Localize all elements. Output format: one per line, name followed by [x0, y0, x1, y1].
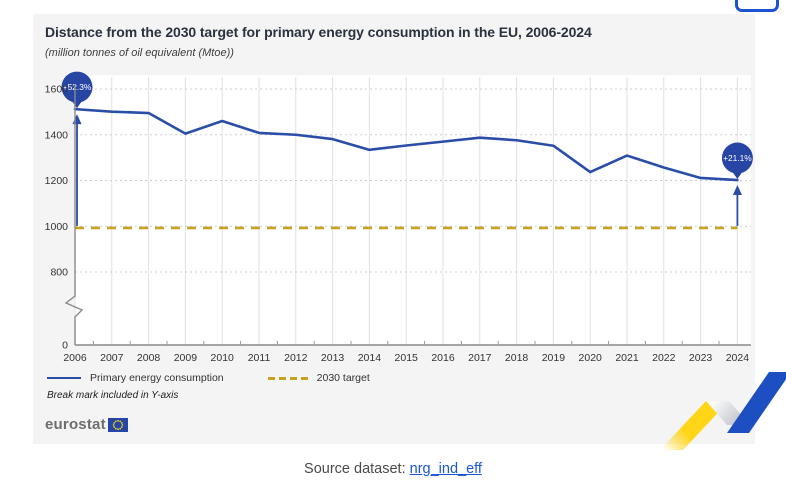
x-tick-label: 2012 [284, 352, 308, 364]
x-tick-label: 2014 [358, 352, 382, 364]
annotation-label: +52.3% [63, 82, 92, 92]
x-tick-label: 2008 [137, 352, 161, 364]
y-tick-label: 1200 [45, 175, 69, 187]
annotation-badge [61, 71, 93, 103]
ribbon-yellow-stripe [660, 401, 729, 450]
y-tick-label: 1000 [45, 221, 69, 233]
plot-area [75, 75, 751, 345]
series-line [73, 107, 739, 182]
eurostat-wordmark: eurostat [45, 416, 106, 433]
axis-break-footnote: Break mark included in Y-axis [47, 390, 179, 401]
x-tick-label: 2019 [542, 352, 566, 364]
x-tick-label: 2023 [689, 352, 713, 364]
x-tick-label: 2021 [615, 352, 639, 364]
ribbon-blue-stripe [727, 372, 786, 433]
y-axis-with-break [64, 84, 84, 345]
legend-label: Primary energy consumption [90, 372, 224, 384]
y-tick-label: 1400 [45, 129, 69, 141]
annotation-label: +21.1% [723, 153, 752, 163]
x-tick-label: 2010 [211, 352, 235, 364]
y-tick-label: 0 [62, 340, 68, 352]
solid-line-swatch-icon [47, 377, 81, 379]
x-tick-label: 2009 [174, 352, 198, 364]
source-dataset-line: Source dataset: nrg_ind_eff [0, 461, 786, 477]
chart-title: Distance from the 2030 target for primar… [45, 24, 592, 40]
line-chart: +52.3% +21.1% 0 800 1000 1200 1400 1600 2006 2007… [45, 71, 753, 364]
x-tick-label: 2022 [652, 352, 676, 364]
chart-unit-subtitle: (million tonnes of oil equivalent (Mtoe)… [45, 47, 234, 59]
chart-card: Distance from the 2030 target for primar… [33, 14, 755, 444]
annotation-badge [721, 142, 753, 174]
toolbar-button-fragment[interactable] [735, 0, 779, 12]
legend-item-2030-target: 2030 target [267, 372, 370, 384]
x-tick-label: 2015 [395, 352, 419, 364]
decorative-ribbon [660, 372, 786, 450]
x-tick-label: 2006 [63, 352, 87, 364]
legend-label: 2030 target [316, 372, 370, 384]
eu-flag-stars [112, 419, 124, 430]
eurostat-logo: eurostat [45, 416, 128, 433]
source-label: Source dataset: [304, 461, 406, 477]
dashed-line-swatch-icon [267, 376, 308, 380]
y-tick-label: 1600 [45, 84, 69, 96]
x-tick-label: 2011 [248, 352, 271, 364]
x-tick-label: 2018 [505, 352, 529, 364]
x-tick-label: 2007 [100, 352, 124, 364]
legend-item-primary-energy: Primary energy consumption [47, 372, 224, 384]
x-tick-label: 2013 [321, 352, 345, 364]
x-tick-label: 2020 [579, 352, 603, 364]
source-dataset-link[interactable]: nrg_ind_eff [409, 461, 482, 477]
y-tick-label: 800 [50, 267, 68, 279]
x-tick-label: 2016 [431, 352, 455, 364]
x-tick-label: 2017 [468, 352, 492, 364]
chart-legend: Primary energy consumption 2030 target [47, 372, 370, 384]
x-tick-label: 2024 [726, 352, 750, 364]
eu-flag-icon [107, 417, 128, 432]
